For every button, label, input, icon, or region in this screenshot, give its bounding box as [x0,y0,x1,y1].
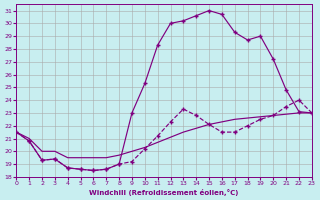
X-axis label: Windchill (Refroidissement éolien,°C): Windchill (Refroidissement éolien,°C) [89,189,239,196]
